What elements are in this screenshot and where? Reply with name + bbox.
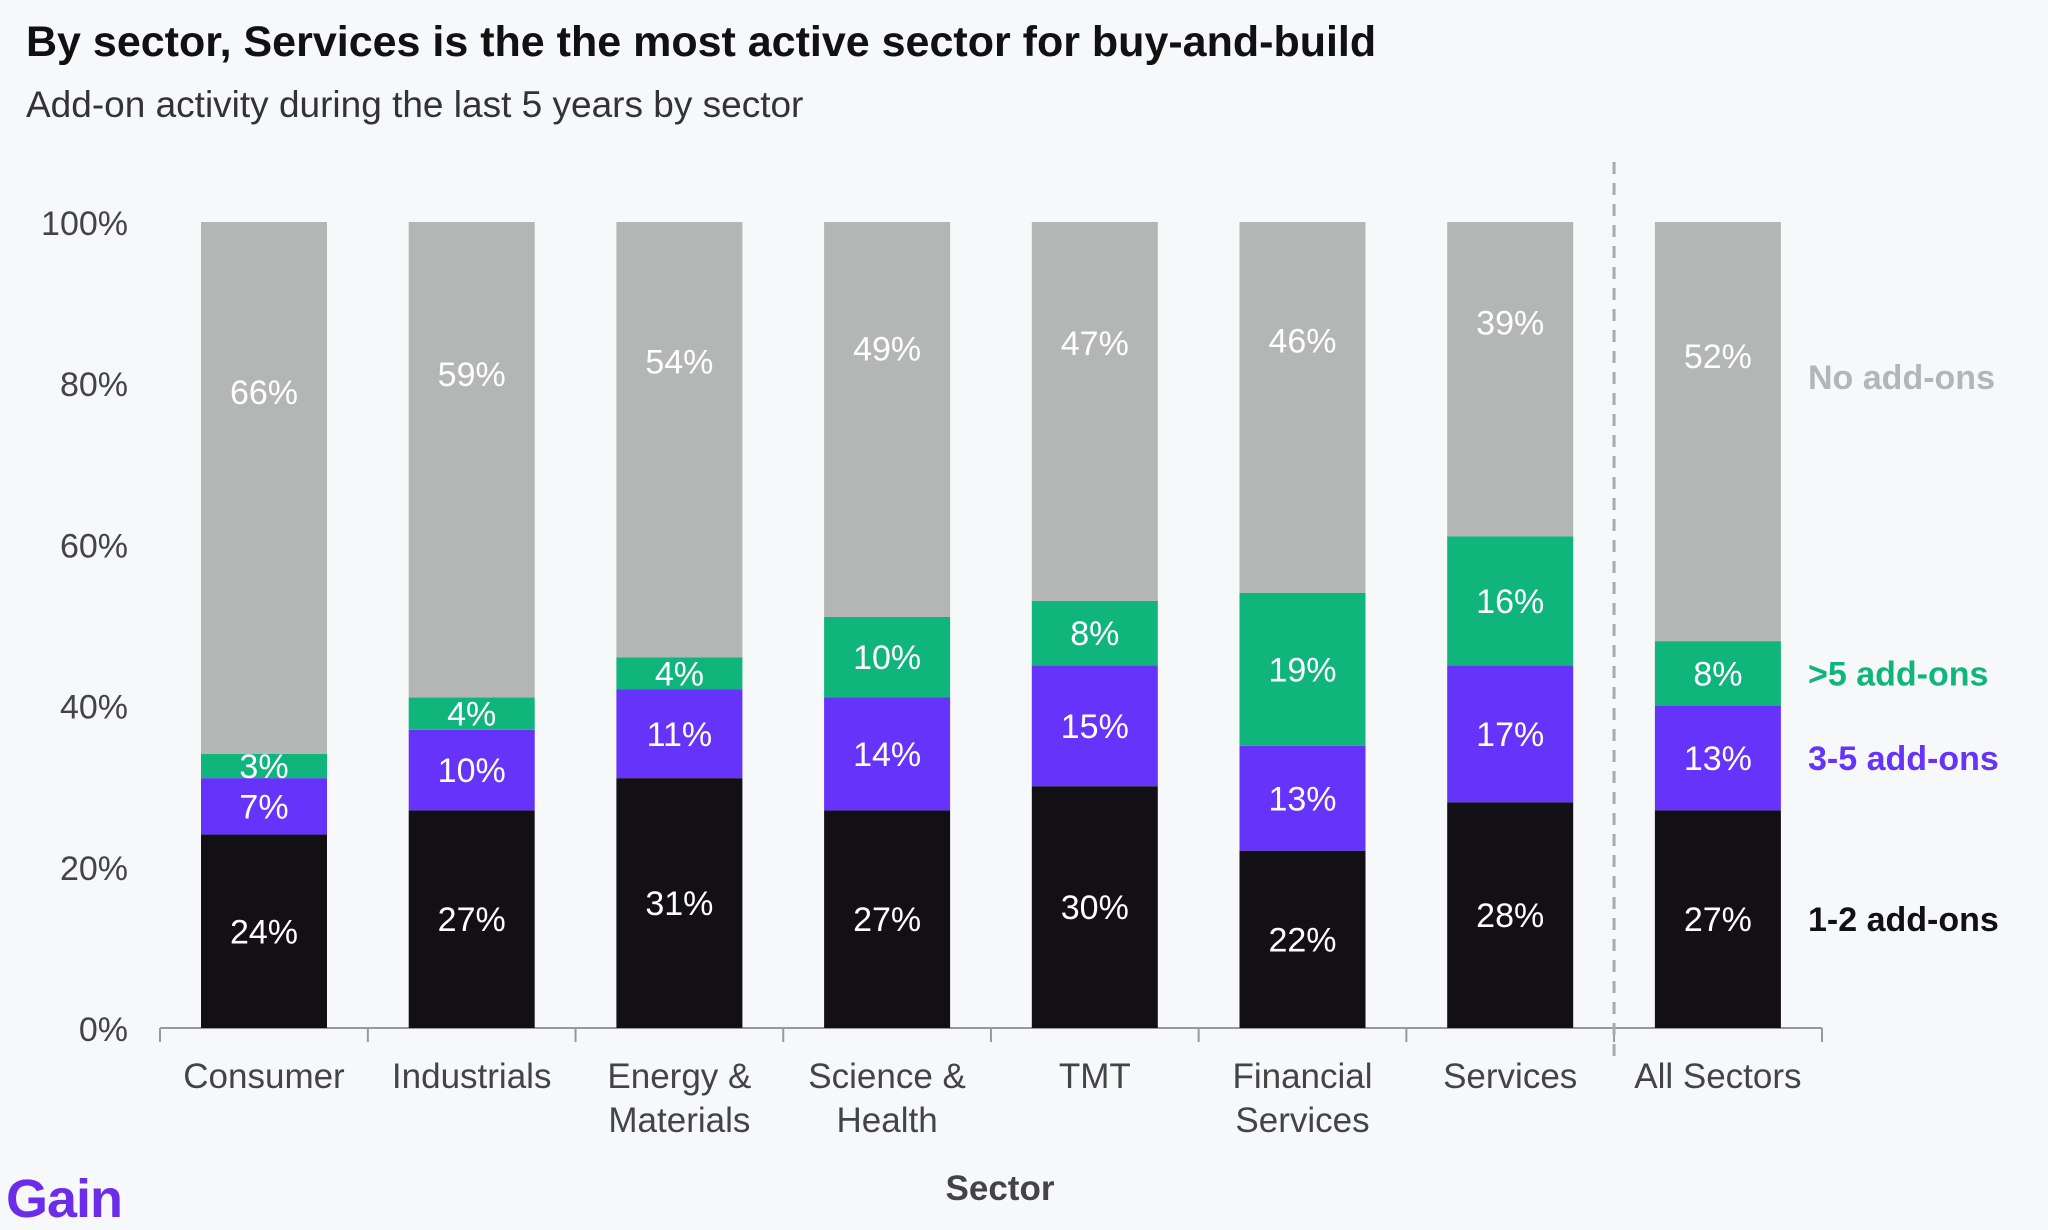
bar-segment bbox=[1447, 665, 1574, 803]
bar-segment bbox=[616, 689, 743, 779]
bar-segment bbox=[408, 697, 535, 730]
y-tick-label: 20% bbox=[60, 850, 128, 888]
data-label: 27% bbox=[853, 901, 921, 939]
chart-subtitle: Add-on activity during the last 5 years … bbox=[26, 84, 804, 125]
data-label: 66% bbox=[230, 374, 298, 412]
data-label: 31% bbox=[645, 885, 713, 923]
x-category-label: TMT bbox=[1059, 1057, 1131, 1096]
bar-segment bbox=[1239, 592, 1366, 746]
data-label: 13% bbox=[1684, 740, 1752, 778]
data-label: 3% bbox=[239, 748, 288, 786]
data-label: 17% bbox=[1476, 716, 1544, 754]
data-label: 22% bbox=[1268, 921, 1336, 959]
bar-segment bbox=[1447, 802, 1574, 1028]
data-label: 54% bbox=[645, 343, 713, 381]
bar-segment bbox=[824, 697, 951, 811]
y-tick-label: 0% bbox=[79, 1011, 128, 1049]
y-tick-label: 40% bbox=[60, 689, 128, 727]
x-category-label: All Sectors bbox=[1634, 1057, 1801, 1096]
data-label: 39% bbox=[1476, 305, 1544, 343]
data-label: 46% bbox=[1268, 323, 1336, 361]
data-label: 27% bbox=[1684, 901, 1752, 939]
data-label: 4% bbox=[655, 655, 704, 693]
data-label: 7% bbox=[239, 788, 288, 826]
data-label: 11% bbox=[647, 716, 713, 754]
bar-segment bbox=[616, 657, 743, 690]
data-label: 30% bbox=[1061, 889, 1129, 927]
data-label: 10% bbox=[853, 639, 921, 677]
bar-segment bbox=[1654, 810, 1781, 1028]
y-tick-label: 60% bbox=[60, 527, 128, 565]
legend-label: >5 add-ons bbox=[1808, 655, 1988, 693]
bar-segment bbox=[1654, 641, 1781, 706]
data-label: 14% bbox=[853, 736, 921, 774]
x-axis-title: Sector bbox=[946, 1169, 1055, 1208]
data-label: 4% bbox=[447, 696, 496, 734]
data-label: 27% bbox=[438, 901, 506, 939]
bar-segment bbox=[1654, 222, 1781, 642]
data-label: 10% bbox=[438, 752, 506, 790]
bar-segment bbox=[1239, 850, 1366, 1028]
bar-segment bbox=[1031, 600, 1158, 666]
x-category-label: Materials bbox=[608, 1101, 750, 1140]
gain-logo: Gain bbox=[6, 1169, 123, 1229]
bar-segment bbox=[824, 810, 951, 1028]
x-category-label: Health bbox=[837, 1101, 938, 1140]
bar-segment bbox=[408, 810, 535, 1028]
data-label: 24% bbox=[230, 913, 298, 951]
bar-segment bbox=[201, 778, 327, 835]
data-label: 15% bbox=[1061, 708, 1129, 746]
data-label: 47% bbox=[1061, 325, 1129, 363]
bar-segment bbox=[1239, 745, 1366, 851]
bar-segment bbox=[1239, 222, 1366, 593]
legend-label: 1-2 add-ons bbox=[1808, 901, 1999, 939]
y-tick-label: 80% bbox=[60, 366, 128, 404]
bar-segment bbox=[408, 222, 535, 698]
bar-segment bbox=[408, 729, 535, 811]
data-label: 19% bbox=[1268, 651, 1336, 689]
bar-segment bbox=[1031, 222, 1158, 601]
legend-label: No add-ons bbox=[1808, 359, 1995, 397]
data-label: 28% bbox=[1476, 897, 1544, 935]
x-category-label: Financial bbox=[1232, 1057, 1372, 1096]
data-label: 8% bbox=[1693, 655, 1742, 693]
bar-segment bbox=[824, 222, 951, 617]
data-label: 13% bbox=[1268, 780, 1336, 818]
bar-segment bbox=[201, 834, 327, 1028]
legend-label: 3-5 add-ons bbox=[1808, 740, 1999, 778]
x-category-label: Industrials bbox=[392, 1057, 552, 1096]
bar-segment bbox=[1447, 536, 1574, 666]
data-label: 59% bbox=[438, 356, 506, 394]
bar-segment bbox=[616, 222, 743, 658]
bar-segment bbox=[616, 778, 743, 1028]
bar-segment bbox=[1447, 222, 1574, 537]
data-label: 52% bbox=[1684, 338, 1752, 376]
bar-segment bbox=[1654, 705, 1781, 811]
data-label: 8% bbox=[1070, 615, 1119, 653]
x-category-label: Energy & bbox=[607, 1057, 751, 1096]
y-tick-label: 100% bbox=[41, 205, 128, 243]
x-category-label: Services bbox=[1235, 1101, 1369, 1140]
bar-segment bbox=[201, 753, 327, 779]
x-category-label: Science & bbox=[808, 1057, 966, 1096]
bar-segment bbox=[824, 616, 951, 698]
bar-segment bbox=[1031, 665, 1158, 787]
bar-segment bbox=[1031, 786, 1158, 1028]
data-label: 49% bbox=[853, 330, 921, 368]
x-category-label: Consumer bbox=[183, 1057, 345, 1096]
bar-segment bbox=[201, 222, 327, 754]
chart-title: By sector, Services is the the most acti… bbox=[26, 18, 1377, 66]
data-label: 16% bbox=[1476, 583, 1544, 621]
x-category-label: Services bbox=[1443, 1057, 1577, 1096]
